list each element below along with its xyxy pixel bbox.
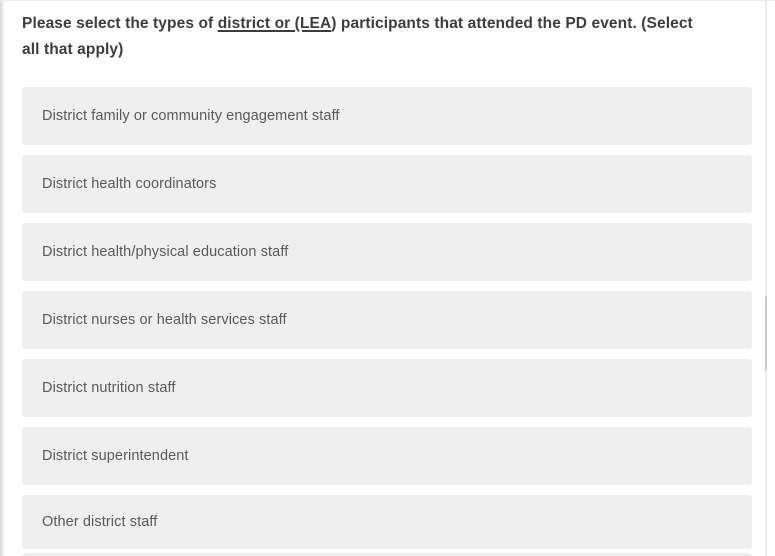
option-row-district-nutrition-staff[interactable]: District nutrition staff <box>22 359 752 417</box>
option-row-district-family-engagement[interactable]: District family or community engagement … <box>22 87 752 145</box>
options-list: District family or community engagement … <box>22 87 752 556</box>
scrollbar-thumb[interactable] <box>765 296 767 371</box>
question-text-before: Please select the types of <box>22 15 218 32</box>
option-row-district-nurses-health-services[interactable]: District nurses or health services staff <box>22 291 752 349</box>
option-row-other-district-staff[interactable]: Other district staff <box>22 495 752 549</box>
question-term-underlined: district or (LEA <box>217 15 332 32</box>
option-row-district-superintendent[interactable]: District superintendent <box>22 427 752 485</box>
option-label: District health/physical education staff <box>42 244 289 260</box>
option-label: Other district staff <box>42 514 158 530</box>
question-text: Please select the types of district or (… <box>22 11 694 63</box>
scrollbar-track <box>765 1 767 556</box>
next-option-partial-row[interactable] <box>22 553 752 556</box>
option-row-district-health-coordinators[interactable]: District health coordinators <box>22 155 752 213</box>
option-label: District nurses or health services staff <box>42 312 287 328</box>
option-label: District superintendent <box>42 448 189 464</box>
question-block: Please select the types of district or (… <box>22 11 752 556</box>
option-label: District nutrition staff <box>42 380 176 396</box>
left-edge-shadow <box>0 1 5 556</box>
option-row-district-health-pe-staff[interactable]: District health/physical education staff <box>22 223 752 281</box>
option-label: District health coordinators <box>42 176 217 192</box>
option-label: District family or community engagement … <box>42 108 340 124</box>
question-text-after: ) participants that attended the PD even… <box>22 15 693 58</box>
